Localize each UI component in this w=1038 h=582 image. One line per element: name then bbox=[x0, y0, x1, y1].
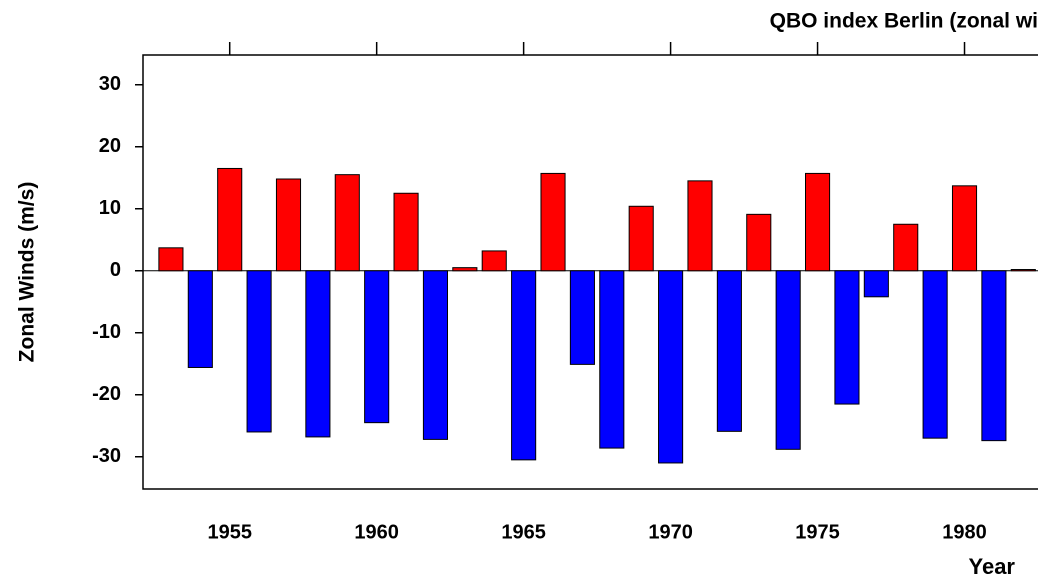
x-tick-label: 1980 bbox=[942, 521, 987, 543]
bar bbox=[217, 167, 243, 272]
chart-title: QBO index Berlin (zonal wi bbox=[770, 10, 1038, 33]
bar bbox=[393, 192, 419, 272]
x-tick-label: 1975 bbox=[795, 521, 840, 543]
bar bbox=[775, 270, 801, 450]
bar bbox=[246, 270, 272, 433]
bar bbox=[834, 270, 860, 405]
bar bbox=[364, 270, 390, 424]
y-tick-label: 20 bbox=[99, 135, 121, 157]
x-axis-label: Year bbox=[969, 554, 1016, 579]
y-tick-label: 0 bbox=[110, 259, 121, 281]
y-tick-label: -10 bbox=[92, 321, 121, 343]
bar bbox=[863, 270, 889, 298]
bar bbox=[805, 172, 831, 272]
bar bbox=[452, 267, 478, 272]
bar bbox=[540, 172, 566, 272]
bar bbox=[569, 270, 595, 365]
bar bbox=[716, 270, 742, 432]
bar bbox=[687, 180, 713, 272]
y-axis-label: Zonal Winds (m/s) bbox=[16, 182, 39, 363]
bar bbox=[275, 178, 302, 272]
bar bbox=[422, 270, 449, 440]
bar bbox=[511, 270, 537, 461]
x-tick-label: 1955 bbox=[207, 521, 252, 543]
y-tick-label: -20 bbox=[92, 383, 121, 405]
x-tick-label: 1960 bbox=[354, 521, 399, 543]
y-tick-label: 30 bbox=[99, 73, 121, 95]
bar bbox=[893, 223, 919, 272]
bar bbox=[158, 247, 184, 272]
bar bbox=[922, 270, 948, 439]
bar bbox=[599, 270, 625, 449]
bar bbox=[1010, 269, 1036, 272]
bar bbox=[951, 185, 978, 272]
y-tick-label: -30 bbox=[92, 445, 121, 467]
x-tick-label: 1970 bbox=[648, 521, 693, 543]
bar bbox=[187, 270, 213, 368]
bar bbox=[658, 270, 684, 464]
bar bbox=[628, 205, 654, 272]
y-tick-label: 10 bbox=[99, 197, 121, 219]
plot-frame bbox=[142, 54, 1038, 490]
bar bbox=[746, 213, 772, 272]
bar bbox=[981, 270, 1007, 442]
bar bbox=[305, 270, 331, 438]
bar bbox=[481, 250, 507, 272]
bar bbox=[334, 174, 360, 272]
x-tick-label: 1965 bbox=[501, 521, 546, 543]
